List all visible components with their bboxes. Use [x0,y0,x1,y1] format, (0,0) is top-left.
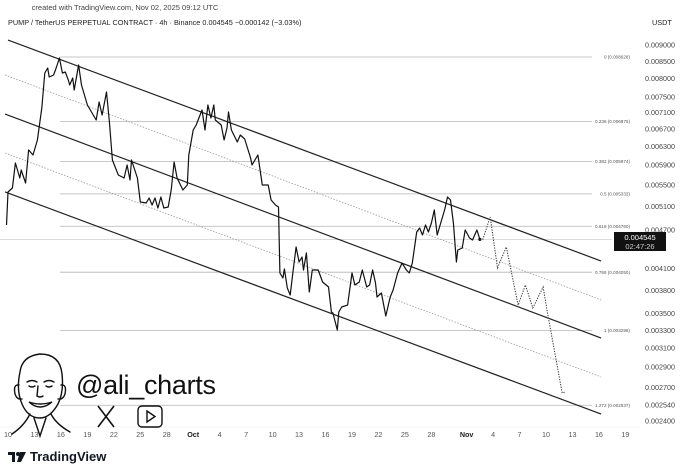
fib-level-label: 1.272 (0.002537) [595,403,630,408]
time-tick-label: 19 [83,430,91,439]
price-tick-label: 0.005900 [645,161,675,170]
time-tick-label: 22 [374,430,382,439]
time-axis[interactable]: 10 13 16 19 22 25 28 Oct 4 7 10 13 16 19 22 25 28 Nov 4 7 10… [4,430,629,439]
time-tick-label: 22 [110,430,118,439]
x-logo-icon[interactable] [97,405,115,428]
fib-level-label: 0.786 (0.004050) [595,270,630,275]
time-tick-label: Oct [187,430,200,439]
price-tick-label: 0.002900 [645,363,675,372]
time-tick-label: 19 [348,430,356,439]
time-tick-label: 13 [295,430,303,439]
time-tick-label: Nov [460,430,474,439]
price-tick-label: 0.006300 [645,142,675,151]
price-tick-label: 0.003300 [645,326,675,335]
time-tick-label: 7 [244,430,248,439]
price-tick-label: 0.005100 [645,202,675,211]
fib-level-label: 0.618 (0.004760) [595,224,630,229]
price-tick-label: 0.006700 [645,124,675,133]
price-tick-label: 0.002400 [645,417,675,426]
projection-path [479,216,566,394]
channel-line [4,113,602,339]
time-tick-label: 10 [542,430,550,439]
tradingview-logo-icon [8,451,26,462]
price-tick-label: 0.003800 [645,286,675,295]
time-tick-label: 16 [57,430,65,439]
tradingview-brand: TradingView [30,449,107,464]
price-tick-label: 0.007500 [645,92,675,101]
time-tick-label: 25 [401,430,409,439]
channel-lines [4,39,602,415]
time-tick-label: 10 [269,430,277,439]
time-tick-label: 13 [568,430,576,439]
time-tick-label: 25 [136,430,144,439]
price-tick-label: 0.003500 [645,309,675,318]
last-price-value: 0.004545 [624,233,656,242]
projection-line [479,216,566,394]
channel-line [4,191,602,415]
price-tick-label: 0.003100 [645,344,675,353]
bar-countdown: 02:47:26 [625,242,655,251]
created-with-caption: created with TradingView.com, Nov 02, 20… [31,3,219,12]
price-tick-label: 0.008000 [645,74,675,83]
time-tick-label: 4 [491,430,495,439]
currency-label: USDT [652,18,672,27]
fib-level-label: 0.382 (0.005974) [595,159,630,164]
time-tick-label: 13 [30,430,38,439]
fib-level-label: 0.236 (0.006875) [595,119,630,124]
fib-level-label: 0.5 (0.005333) [600,191,630,196]
time-tick-label: 16 [595,430,603,439]
channel-line [7,39,602,262]
channel-midline [4,74,602,301]
cartoon-avatar [11,353,71,439]
time-tick-label: 19 [621,430,629,439]
fib-level-label: 1 (0.003298) [604,328,631,333]
price-tick-label: 0.007100 [645,108,675,117]
fib-level-label: 0 (0.008628) [604,55,631,60]
time-tick-label: 28 [427,430,435,439]
author-handle: @ali_charts [76,370,216,400]
fib-retracement: 0 (0.008628) 0.236 (0.006875) 0.382 (0.005… [60,55,630,408]
youtube-play-icon[interactable] [137,405,163,428]
price-line [5,57,481,331]
time-tick-label: 28 [163,430,171,439]
price-series [5,57,482,331]
price-tick-label: 0.004700 [645,225,675,234]
time-tick-label: 7 [518,430,522,439]
price-tick-label: 0.005500 [645,181,675,190]
time-tick-label: 10 [4,430,12,439]
symbol-info-line[interactable]: PUMP / TetherUS PERPETUAL CONTRACT · 4h … [8,18,302,27]
price-tick-label: 0.004100 [645,264,675,273]
last-price-badge: 0.004545 02:47:26 [614,232,666,251]
time-tick-label: 16 [322,430,330,439]
price-tick-label: 0.009000 [645,41,675,50]
time-tick-label: 4 [218,430,222,439]
price-axis[interactable]: 0.009000 0.008500 0.008000 0.007500 0.007100… [645,41,675,426]
price-tick-label: 0.002540 [645,400,675,409]
price-tick-label: 0.008500 [645,57,675,66]
price-tick-label: 0.002700 [645,383,675,392]
last-price-dot [478,237,482,241]
tradingview-logo[interactable]: TradingView [8,449,106,464]
